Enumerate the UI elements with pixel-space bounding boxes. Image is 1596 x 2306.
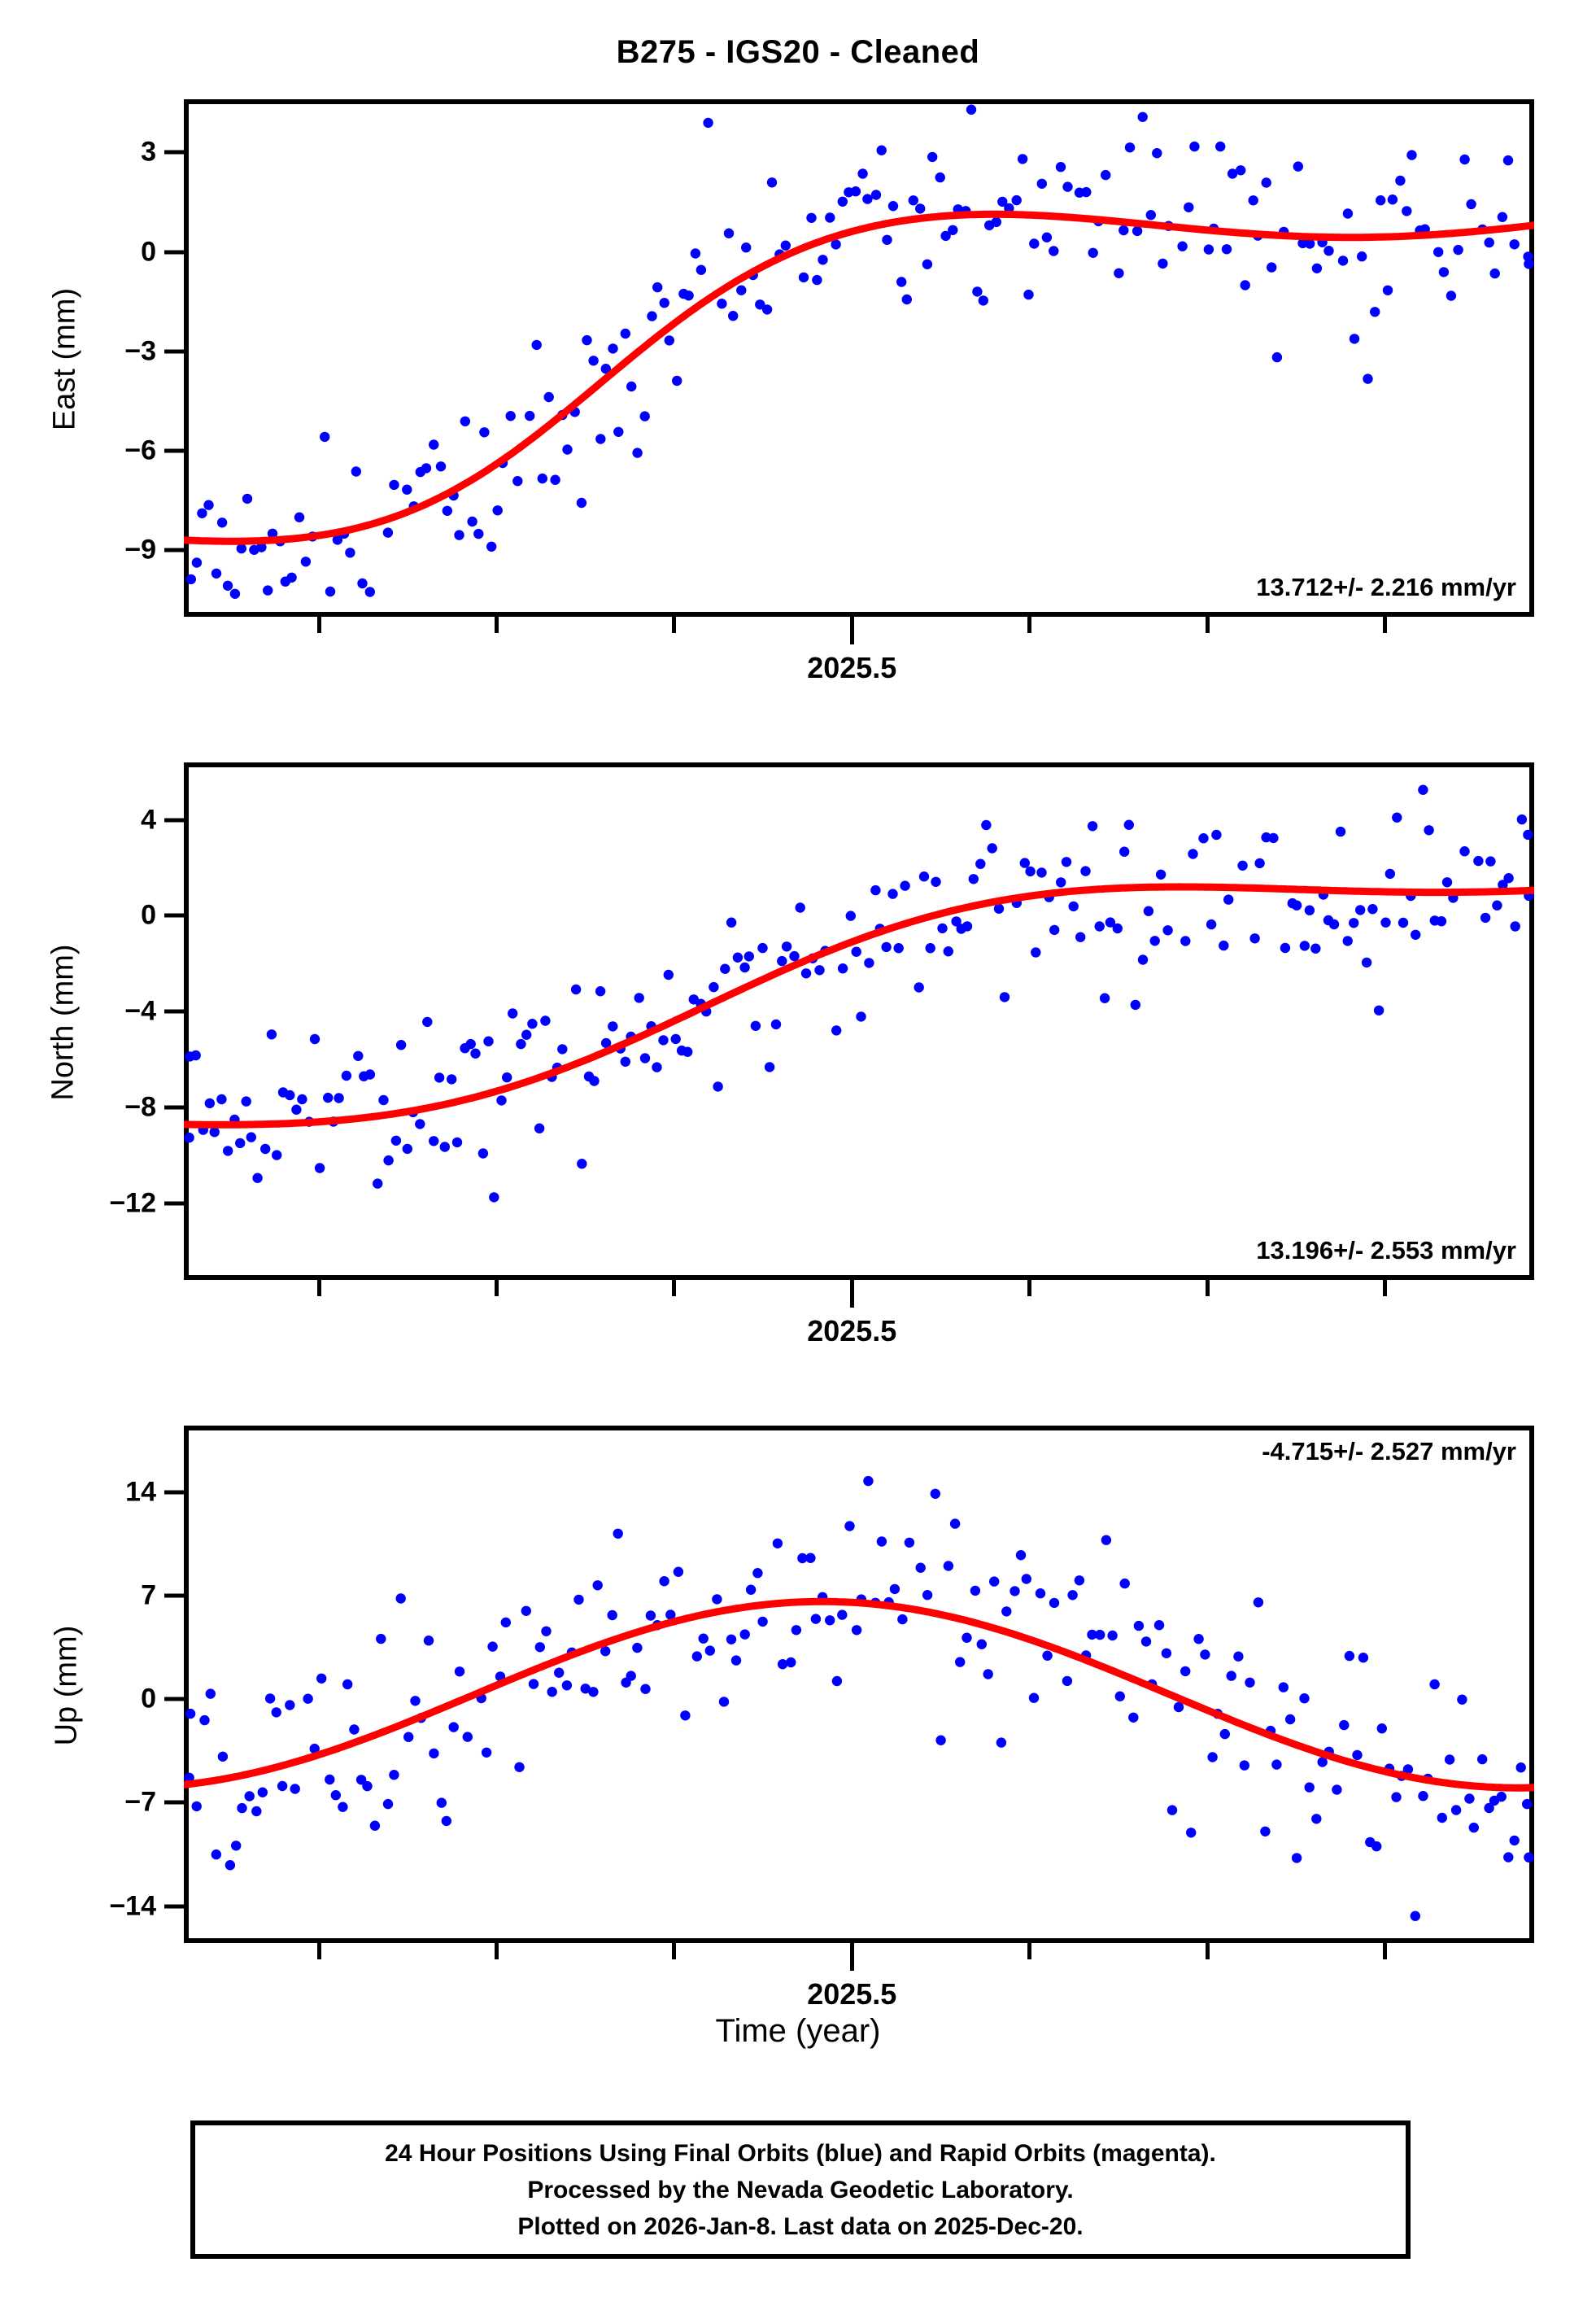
x-tick-mark	[1027, 1280, 1032, 1296]
panel-north-y-axis-title: North (mm)	[46, 944, 81, 1101]
panel-up: -4.715+/- 2.527 mm/yr	[184, 1426, 1534, 1943]
y-tick-mark	[164, 150, 184, 155]
y-tick-label: 0	[141, 1683, 156, 1714]
y-tick-label: −8	[124, 1091, 156, 1123]
y-tick-label: 3	[141, 136, 156, 168]
panel-up-y-axis-title: Up (mm)	[49, 1625, 84, 1746]
panel-up-rate-label: -4.715+/- 2.527 mm/yr	[1262, 1437, 1516, 1465]
y-tick-label: −14	[109, 1890, 156, 1922]
panel-north: 13.196+/- 2.553 mm/yr	[184, 762, 1534, 1280]
y-tick-label: −6	[124, 435, 156, 466]
x-tick-mark	[494, 1280, 499, 1296]
caption-box: 24 Hour Positions Using Final Orbits (bl…	[190, 2120, 1411, 2259]
y-tick-label: −12	[109, 1187, 156, 1219]
y-tick-mark	[164, 1201, 184, 1206]
y-tick-label: −9	[124, 534, 156, 566]
y-tick-mark	[164, 548, 184, 552]
y-tick-mark	[164, 1904, 184, 1909]
x-tick-mark	[1205, 1280, 1210, 1296]
panel-up-frame	[184, 1426, 1534, 1943]
panel-east: 13.712+/- 2.216 mm/yr	[184, 99, 1534, 617]
caption-line-2: Processed by the Nevada Geodetic Laborat…	[527, 2176, 1074, 2203]
x-tick-mark	[1383, 1943, 1388, 1959]
y-tick-label: −3	[124, 335, 156, 367]
x-tick-mark	[1383, 617, 1388, 633]
x-tick-mark	[1205, 617, 1210, 633]
x-tick-mark	[316, 1280, 321, 1296]
x-tick-mark	[672, 1943, 677, 1959]
x-tick-mark	[1027, 1943, 1032, 1959]
x-tick-label: 2025.5	[807, 1314, 897, 1347]
panel-north-rate-label: 13.196+/- 2.553 mm/yr	[1256, 1236, 1516, 1264]
panel-north-frame	[184, 762, 1534, 1280]
fit-curve	[184, 210, 1534, 545]
y-tick-label: −4	[124, 995, 156, 1027]
y-tick-mark	[164, 349, 184, 354]
data-points	[184, 784, 1534, 1203]
caption-line-3: Plotted on 2026-Jan-8. Last data on 2025…	[517, 2212, 1084, 2240]
panel-up-plot-area	[184, 1475, 1534, 1921]
y-tick-mark	[164, 448, 184, 453]
fit-curve	[184, 883, 1534, 1129]
x-axis-title: Time (year)	[715, 2013, 881, 2049]
y-tick-mark	[164, 1490, 184, 1495]
y-tick-mark	[164, 250, 184, 255]
x-tick-mark	[1027, 617, 1032, 633]
panel-east-rate-label: 13.712+/- 2.216 mm/yr	[1256, 573, 1516, 601]
x-tick-label: 2025.5	[807, 651, 897, 684]
y-tick-mark	[164, 818, 184, 823]
y-tick-mark	[164, 1800, 184, 1805]
y-tick-label: 0	[141, 236, 156, 268]
panel-east-frame	[184, 99, 1534, 617]
data-points	[184, 1475, 1534, 1921]
y-tick-label: −7	[124, 1786, 156, 1818]
panel-east-y-axis-title: East (mm)	[47, 287, 82, 431]
x-tick-mark-major	[849, 617, 854, 644]
y-tick-mark	[164, 913, 184, 918]
y-tick-mark	[164, 1009, 184, 1014]
x-tick-mark	[316, 1943, 321, 1959]
x-tick-mark	[672, 1280, 677, 1296]
x-tick-mark-major	[849, 1943, 854, 1971]
y-tick-mark	[164, 1105, 184, 1110]
y-tick-label: 0	[141, 899, 156, 931]
y-tick-label: 4	[141, 804, 156, 836]
figure-title: B275 - IGS20 - Cleaned	[616, 34, 980, 70]
x-tick-mark	[494, 1943, 499, 1959]
x-tick-mark	[672, 617, 677, 633]
x-tick-mark-major	[849, 1280, 854, 1308]
y-tick-label: 14	[125, 1476, 156, 1508]
fit-curve	[184, 1597, 1534, 1792]
x-tick-mark	[316, 617, 321, 633]
x-tick-mark	[1205, 1943, 1210, 1959]
data-points	[185, 104, 1534, 599]
y-tick-label: 7	[141, 1579, 156, 1611]
y-tick-mark	[164, 1593, 184, 1598]
panel-east-plot-area	[184, 104, 1534, 599]
y-tick-mark	[164, 1697, 184, 1701]
caption-line-1: 24 Hour Positions Using Final Orbits (bl…	[385, 2139, 1216, 2167]
x-tick-label: 2025.5	[807, 1977, 897, 2011]
panel-north-plot-area	[184, 784, 1534, 1203]
x-tick-mark	[494, 617, 499, 633]
x-tick-mark	[1383, 1280, 1388, 1296]
